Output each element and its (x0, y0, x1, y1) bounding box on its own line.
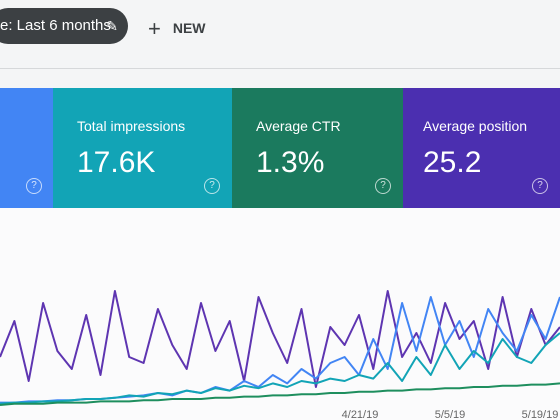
series-line (0, 290, 560, 388)
card-label: Average CTR (256, 118, 341, 134)
new-button[interactable]: + NEW (148, 16, 206, 42)
series-line (0, 332, 560, 405)
help-icon[interactable]: ? (26, 178, 42, 194)
plus-icon: + (148, 16, 161, 41)
card-label: Average position (423, 118, 528, 134)
card-value: 25.2 (423, 146, 482, 179)
x-tick-label: 4/21/19 (342, 409, 379, 420)
metric-card[interactable]: Average CTR 1.3%? (232, 88, 403, 208)
metric-card[interactable]: Total impressions 17.6K? (53, 88, 232, 208)
date-filter-chip[interactable]: e: Last 6 months ✎ (0, 8, 128, 44)
help-icon[interactable]: ? (204, 178, 220, 194)
divider (0, 68, 560, 69)
metric-card[interactable]: Average position 25.2? (403, 88, 560, 208)
edit-icon: ✎ (106, 18, 118, 34)
card-label: Total impressions (77, 118, 186, 134)
x-tick-label: 5/19/19 (522, 409, 559, 420)
help-icon[interactable]: ? (532, 178, 548, 194)
card-value: 17.6K (77, 146, 156, 179)
help-icon[interactable]: ? (375, 178, 391, 194)
chip-text: e: Last 6 months (0, 17, 111, 34)
x-tick-label: 5/5/19 (435, 409, 466, 420)
new-button-text: NEW (172, 20, 206, 36)
series-line (0, 382, 560, 406)
card-value: 1.3% (256, 146, 325, 179)
metric-card[interactable]: ? (0, 88, 53, 208)
chart: 4/21/19 5/5/19 5/19/19 (0, 208, 560, 420)
